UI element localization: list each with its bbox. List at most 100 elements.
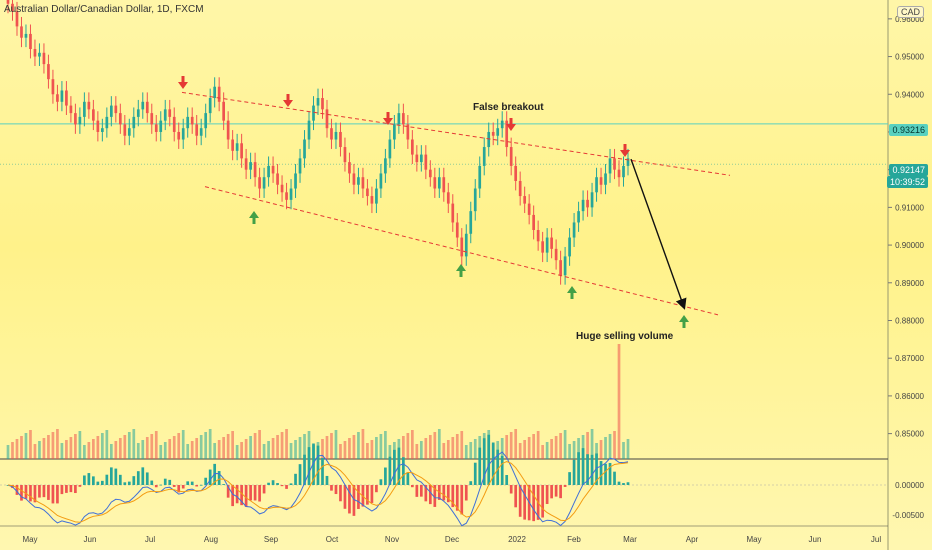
candle-body xyxy=(406,124,410,140)
osc-hist-bar xyxy=(204,477,208,485)
volume-bar xyxy=(613,431,616,459)
candle-body xyxy=(536,230,540,242)
projection-arrow xyxy=(630,158,687,310)
candle-body xyxy=(303,139,306,159)
volume-bar xyxy=(262,444,266,459)
osc-hist-bar xyxy=(83,475,86,485)
candle-body xyxy=(577,211,580,223)
osc-hist-bar xyxy=(451,485,455,508)
x-tick-label: Apr xyxy=(686,535,699,544)
volume-bar xyxy=(96,436,100,459)
osc-hist-bar xyxy=(303,454,306,485)
volume-bar xyxy=(514,429,518,459)
buy-arrow-icon xyxy=(249,211,259,218)
osc-hist-bar xyxy=(262,485,266,494)
candle-body xyxy=(101,128,104,132)
candle-body xyxy=(56,94,59,102)
osc-hist-bar xyxy=(181,485,185,489)
volume-bar xyxy=(132,429,136,459)
currency-badge[interactable]: CAD xyxy=(896,6,924,18)
candle-body xyxy=(469,211,473,234)
volume-bar xyxy=(509,432,513,459)
candle-body xyxy=(626,158,630,166)
candle-body xyxy=(60,90,64,102)
volume-bar xyxy=(388,445,392,459)
volume-bar xyxy=(478,436,482,459)
candle-body xyxy=(168,109,172,117)
osc-hist-bar xyxy=(33,485,37,503)
volume-bar xyxy=(325,436,329,459)
x-tick-label: 2022 xyxy=(508,535,526,544)
volume-bar xyxy=(357,432,360,459)
volume-bar xyxy=(141,440,145,459)
volume-bar xyxy=(42,438,46,459)
osc-hist-bar xyxy=(114,468,118,485)
candle-body xyxy=(74,113,77,125)
osc-hist-bar xyxy=(595,453,598,485)
candle-body xyxy=(96,120,100,132)
volume-bar xyxy=(258,430,261,459)
x-tick-label: May xyxy=(746,535,761,544)
candle-body xyxy=(424,154,428,170)
sell-arrow-icon xyxy=(623,144,627,151)
volume-bar xyxy=(123,435,127,459)
candle-body xyxy=(87,101,91,110)
osc-hist-bar xyxy=(253,485,257,501)
volume-bar xyxy=(199,435,203,459)
osc-hist-bar xyxy=(213,463,217,485)
osc-hist-bar xyxy=(608,462,612,485)
volume-bar xyxy=(163,442,167,459)
candle-body xyxy=(213,86,217,99)
candle-body xyxy=(604,173,607,185)
candle-body xyxy=(204,113,208,129)
y-tick-label: 0.96000 xyxy=(895,15,924,24)
x-tick-label: Jun xyxy=(84,535,97,544)
osc-hist-bar xyxy=(491,442,495,485)
osc-hist-bar xyxy=(572,459,576,485)
osc-hist-bar xyxy=(518,485,522,517)
channel-upper-line xyxy=(181,91,731,176)
volume-bar xyxy=(289,443,293,459)
volume-bar xyxy=(240,442,243,459)
osc-hist-bar xyxy=(240,485,243,506)
volume-bar xyxy=(500,438,504,459)
osc-hist-bar xyxy=(604,463,607,485)
volume-bar xyxy=(271,438,275,459)
buy-arrow-icon xyxy=(459,270,463,277)
candle-body xyxy=(249,162,252,170)
volume-bar xyxy=(74,434,77,459)
candle-body xyxy=(393,124,396,140)
candle-body xyxy=(65,90,68,106)
osc-hist-bar xyxy=(231,485,234,507)
candle-body xyxy=(33,49,37,57)
buy-arrow-icon xyxy=(679,315,689,322)
candle-body xyxy=(47,64,50,80)
volume-bar xyxy=(559,433,562,459)
osc-hist-bar xyxy=(357,485,360,509)
candles xyxy=(6,0,630,285)
candle-body xyxy=(554,248,558,261)
volume-bar xyxy=(352,435,356,459)
candle-body xyxy=(352,173,356,185)
y-tick-label: 0.95000 xyxy=(895,53,924,62)
osc-hist-bar xyxy=(289,483,293,485)
volume-bar xyxy=(505,435,509,459)
osc-hist-bar xyxy=(559,485,562,499)
osc-hist-bar xyxy=(177,485,181,493)
volume-bar xyxy=(24,433,28,459)
osc-hist-bar xyxy=(411,485,414,488)
candle-body xyxy=(330,128,333,140)
osc-hist-bar xyxy=(554,485,558,497)
candle-body xyxy=(208,98,212,114)
osc-hist-bar xyxy=(487,434,491,485)
candle-body xyxy=(136,109,140,117)
candle-body xyxy=(500,120,504,129)
volume-bar xyxy=(92,439,95,459)
sell-arrow-icon xyxy=(386,112,390,119)
osc-hist-bar xyxy=(141,467,145,485)
candle-body xyxy=(163,109,167,121)
volume-bar xyxy=(460,431,464,459)
osc-hist-bar xyxy=(74,485,77,494)
volume-bar xyxy=(276,435,279,459)
